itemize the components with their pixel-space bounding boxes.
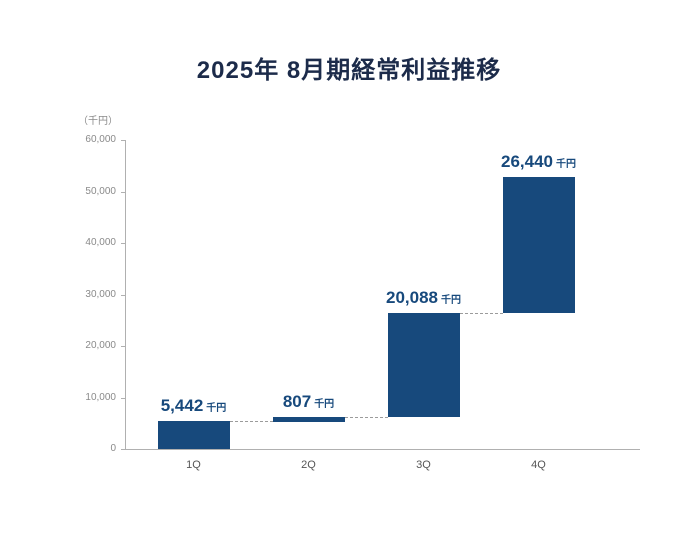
- y-tick-mark: [121, 294, 125, 296]
- y-tick-mark: [121, 191, 125, 193]
- bar-value-unit: 千円: [206, 402, 227, 414]
- bar-2q: [272, 416, 345, 422]
- x-tick-label-2q: 2Q: [301, 459, 316, 471]
- y-tick-label: 20,000: [85, 340, 116, 351]
- y-tick-mark: [121, 243, 125, 244]
- bar-value-label: 26,440 千円: [501, 152, 576, 175]
- waterfall-connector: [459, 313, 503, 315]
- bar-value-label: 5,442 千円: [161, 396, 227, 419]
- bar-value-label: 807 千円: [283, 392, 334, 415]
- bar-value-number: 807: [282, 391, 312, 411]
- y-tick-label: 10,000: [85, 391, 116, 403]
- y-tick-mark: [121, 449, 125, 450]
- y-axis-line: [125, 140, 126, 449]
- bar-value-number: 5,442: [160, 395, 204, 415]
- bar-value-number: 20,088: [386, 288, 438, 308]
- bar-value-label: 20,088 千円: [386, 288, 461, 311]
- y-tick-label: 60,000: [85, 134, 116, 145]
- x-tick-label-4q: 4Q: [531, 459, 546, 471]
- bar-1q: [157, 420, 230, 449]
- bar-value-number: 26,440: [501, 152, 553, 172]
- x-axis-line: [125, 449, 640, 450]
- y-tick-label: 50,000: [85, 185, 116, 197]
- y-tick-label: 30,000: [85, 288, 116, 300]
- y-tick-mark: [121, 397, 125, 399]
- x-tick-label-3q: 3Q: [416, 459, 431, 471]
- bar-4q: [502, 177, 575, 314]
- y-tick-mark: [121, 346, 125, 347]
- y-tick-label: 40,000: [85, 237, 116, 248]
- bar-3q: [387, 313, 460, 417]
- bar-value-unit: 千円: [556, 159, 576, 171]
- y-tick-label: 0: [110, 443, 116, 454]
- y-axis-unit-label: （千円）: [78, 116, 118, 127]
- waterfall-connector: [229, 420, 273, 422]
- waterfall-connector: [344, 416, 388, 418]
- x-tick-label-1q: 1Q: [186, 459, 201, 471]
- chart-title: 2025年 8月期経常利益推移: [196, 57, 502, 84]
- bar-value-unit: 千円: [314, 398, 335, 410]
- bar-value-unit: 千円: [441, 295, 461, 307]
- y-tick-mark: [121, 140, 125, 141]
